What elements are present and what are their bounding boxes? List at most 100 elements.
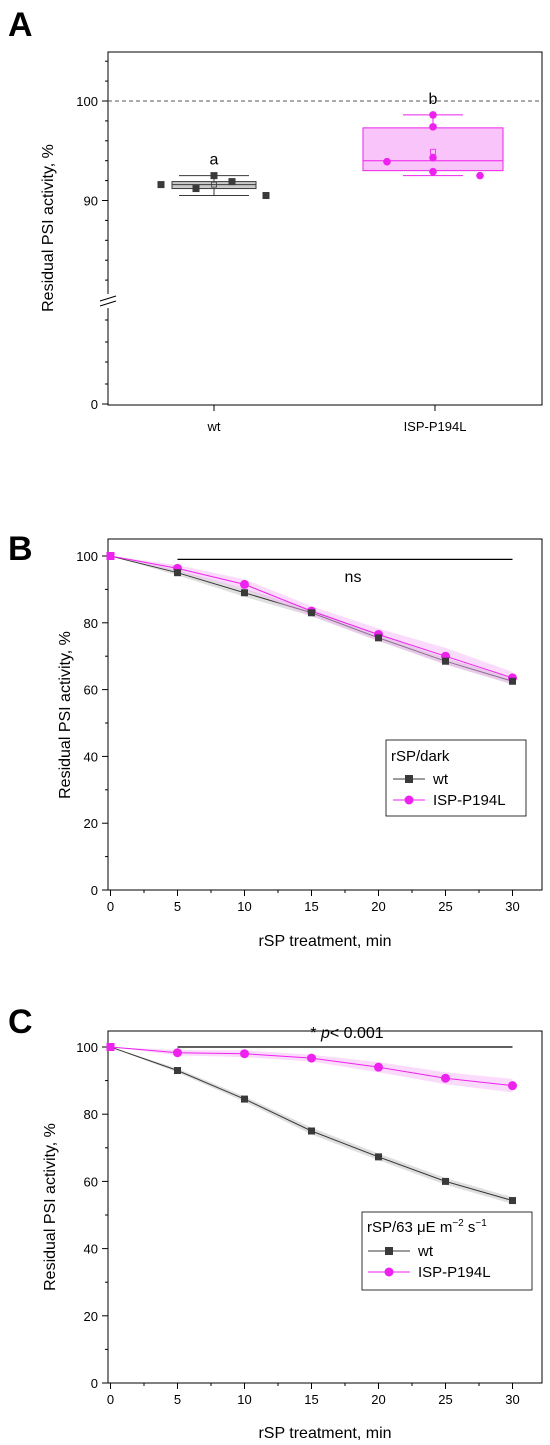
panel-a-break-mark-2 [99, 300, 117, 307]
panel-c-point-wt [308, 1127, 315, 1135]
panel-b-letter: B [8, 530, 33, 568]
panel-b-point-wt [375, 634, 382, 642]
panel-b-xtick-label: 15 [304, 899, 318, 914]
panel-c-ytick-label: 60 [84, 1174, 98, 1189]
panel-b-xlabel: rSP treatment, min [258, 933, 391, 950]
panel-b-frame [107, 538, 543, 891]
panel-b-legend-mutant-marker [404, 795, 414, 805]
panel-b: B 0 20 40 60 80 100 0 5 10 15 20 25 30 ns Residual P… [8, 530, 543, 950]
panel-b-xtick-label: 25 [438, 899, 452, 914]
panel-c-point-wt [442, 1177, 449, 1185]
panel-a-point [228, 178, 236, 186]
panel-b-point-mutant [240, 579, 249, 589]
panel-b-legend-wt-marker [405, 775, 413, 783]
panel-c-legend-wt-label: wt [417, 1243, 434, 1260]
panel-c-band-wt [110, 1047, 513, 1204]
panel-c-point-mutant [374, 1062, 383, 1072]
panel-c-ytick-label: 100 [76, 1040, 98, 1055]
panel-b-band-wt [110, 556, 513, 685]
panel-c-legend-mutant-label: ISP-P194L [418, 1264, 491, 1281]
panel-a-ytick-label: 90 [84, 194, 98, 209]
panel-a-break-mark-1 [99, 295, 117, 302]
panel-c-xtick-label: 10 [237, 1392, 251, 1407]
panel-c-point-mutant [441, 1073, 450, 1083]
panel-c-ytick-label: 0 [91, 1376, 98, 1391]
panel-c-point-mutant [240, 1049, 249, 1059]
panel-a-point [192, 185, 200, 193]
panel-c-point-wt [509, 1197, 516, 1205]
panel-c-ytick-label: 20 [84, 1309, 98, 1324]
panel-b-xtick-label: 5 [174, 899, 181, 914]
panel-a-category-mutant: ISP-P194L [404, 419, 467, 434]
panel-a-box-wt: a [157, 152, 270, 200]
panel-c-point-wt [174, 1067, 181, 1075]
panel-b-xtick-label: 10 [237, 899, 251, 914]
panel-a-point [476, 171, 484, 180]
panel-b-ns-label: ns [345, 569, 362, 586]
panel-b-point-wt [308, 609, 315, 617]
panel-b-xtick-label: 30 [505, 899, 519, 914]
panel-c-point-wt [241, 1095, 248, 1103]
panel-a-point [429, 153, 437, 162]
panel-c-ylabel: Residual PSI activity, % [42, 1123, 59, 1291]
panel-b-ylabel: Residual PSI activity, % [57, 631, 74, 799]
panel-a-point [157, 181, 165, 189]
panel-a-ylabel: Residual PSI activity, % [40, 144, 57, 312]
panel-a-point [429, 111, 437, 119]
panel-a-point [210, 172, 218, 180]
panel-c-point-mutant [173, 1048, 182, 1058]
panel-a-break-mask [101, 294, 115, 308]
panel-a-significance-letter: a [210, 152, 219, 169]
panel-b-ytick-label: 60 [84, 683, 98, 698]
panel-b-xtick-label: 20 [371, 899, 385, 914]
panel-c-point-start [106, 1043, 115, 1051]
panel-c-legend: rSP/63 μE m−2 s−1 wt ISP-P194L [361, 1211, 533, 1291]
panel-a-category-wt: wt [207, 419, 221, 434]
panel-c-point-mutant [307, 1053, 316, 1063]
panel-c-ytick-label: 40 [84, 1242, 98, 1257]
panel-b-legend: rSP/dark wt ISP-P194L [385, 739, 527, 817]
panel-c-xtick-label: 25 [438, 1392, 452, 1407]
panel-b-ytick-label: 80 [84, 616, 98, 631]
panel-c-xtick-label: 5 [174, 1392, 181, 1407]
panel-b-point-wt [241, 589, 248, 597]
panel-a-letter: A [8, 6, 33, 44]
panel-c-legend-wt-marker [385, 1247, 393, 1255]
panel-c-frame [107, 1030, 543, 1384]
panel-c: C 0 20 40 60 80 100 0 5 10 15 20 25 30 * p< 0.001 Re… [8, 1003, 543, 1442]
panel-b-legend-wt-label: wt [432, 771, 449, 788]
panel-a-point [429, 123, 437, 131]
panel-b-ytick-label: 40 [84, 749, 98, 764]
panel-a-mean [211, 181, 217, 188]
panel-b-point-wt [442, 657, 449, 665]
panel-b-ytick-label: 100 [76, 549, 98, 564]
panel-a-box-mutant: b [362, 91, 504, 180]
panel-b-xtick-label: 0 [107, 899, 114, 914]
panel-b-band-mutant [110, 556, 513, 684]
panel-c-xtick-label: 20 [371, 1392, 385, 1407]
panel-c-letter: C [8, 1003, 33, 1041]
panel-a-point [429, 167, 437, 176]
panel-a-significance-letter: b [429, 91, 438, 108]
panel-c-legend-mutant-marker [384, 1267, 394, 1277]
panel-b-ytick-label: 20 [84, 816, 98, 831]
panel-b-legend-title: rSP/dark [391, 748, 450, 765]
panel-c-point-wt [375, 1153, 382, 1161]
panel-b-legend-mutant-label: ISP-P194L [433, 792, 506, 809]
panel-b-point-wt [509, 677, 516, 685]
panel-c-point-mutant [508, 1081, 517, 1091]
panel-c-line-wt [110, 1046, 513, 1202]
panel-c-xtick-label: 30 [505, 1392, 519, 1407]
panel-b-point-wt [174, 569, 181, 577]
panel-b-point-start [106, 552, 115, 560]
panel-b-ytick-label: 0 [91, 883, 98, 898]
panel-a-point [383, 157, 391, 166]
panel-a-point [262, 192, 270, 200]
panel-c-significance-label: * p< 0.001 [310, 1025, 384, 1042]
panel-c-ytick-label: 80 [84, 1107, 98, 1122]
panel-a-ytick-label: 100 [76, 94, 98, 109]
panel-c-xlabel: rSP treatment, min [258, 1425, 391, 1442]
panel-c-xtick-label: 15 [304, 1392, 318, 1407]
